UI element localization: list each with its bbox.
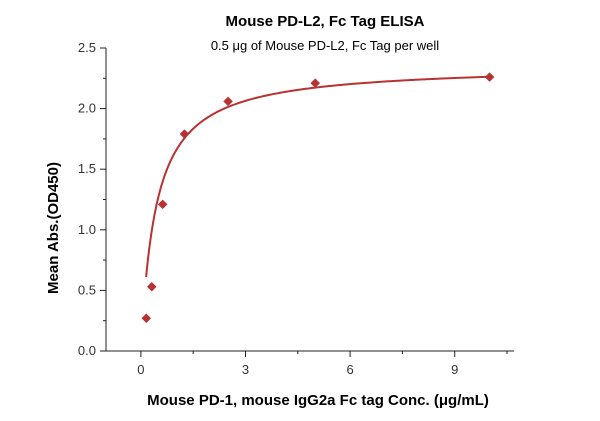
chart-title: Mouse PD-L2, Fc Tag ELISA — [226, 13, 425, 30]
data-point — [310, 78, 321, 89]
data-points-layer — [141, 72, 495, 324]
fit-curve-layer — [145, 75, 490, 278]
y-tick-label: 1.0 — [78, 222, 96, 237]
x-tick-label: 6 — [346, 362, 353, 377]
data-point — [157, 199, 168, 210]
y-tick-label: 1.5 — [78, 161, 96, 176]
axes: 0.0 0.5 1.0 1.5 2.0 2.5 0 3 6 9 — [78, 40, 514, 377]
data-point — [484, 72, 495, 82]
chart-subtitle: 0.5 μg of Mouse PD-L2, Fc Tag per well — [211, 38, 439, 53]
y-axis-label: Mean Abs.(OD450) — [45, 162, 62, 294]
y-tick-label: 2.5 — [78, 40, 96, 55]
y-tick-label: 2.0 — [78, 101, 96, 116]
x-tick-label: 9 — [451, 362, 458, 377]
data-point — [179, 129, 190, 139]
y-tick-label: 0.5 — [78, 282, 96, 297]
x-tick-label: 0 — [137, 362, 144, 377]
data-point — [146, 281, 157, 292]
x-axis-label: Mouse PD-1, mouse IgG2a Fc tag Conc. (μg… — [147, 392, 489, 409]
data-point — [223, 96, 233, 107]
fit-curve — [145, 75, 490, 278]
x-tick-label: 3 — [242, 362, 249, 377]
y-tick-label: 0.0 — [78, 343, 96, 358]
data-point — [141, 313, 152, 324]
